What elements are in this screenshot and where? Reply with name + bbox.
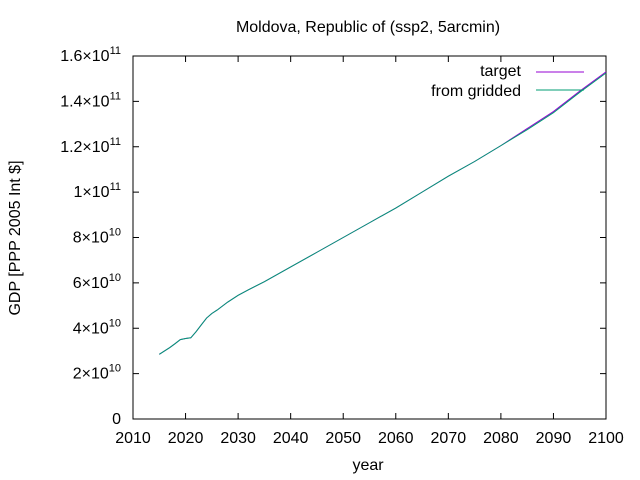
series-layer <box>159 71 607 355</box>
y-tick-mantissa: 1.2×10 <box>60 139 109 156</box>
x-tick-label: 2070 <box>431 430 467 447</box>
x-tick-label: 2100 <box>588 430 624 447</box>
series-line-from-gridded <box>159 72 607 355</box>
y-axis-ticks: 02×10104×10106×10108×10101×10111.2×10111… <box>60 45 606 428</box>
series-line-target <box>159 71 607 355</box>
plot-frame <box>132 55 607 420</box>
x-tick-label: 2030 <box>220 430 256 447</box>
y-tick-exponent: 11 <box>110 181 121 193</box>
x-tick-label: 2090 <box>536 430 572 447</box>
legend-label-from-gridded: from gridded <box>431 83 521 100</box>
y-tick-exponent: 10 <box>109 272 121 284</box>
y-tick-mantissa: 4×10 <box>73 320 109 337</box>
y-tick-label: 6×1010 <box>73 272 121 292</box>
x-tick-label: 2040 <box>273 430 309 447</box>
y-tick-label: 2×1010 <box>73 363 121 383</box>
x-tick-label: 2010 <box>115 430 151 447</box>
x-tick-label: 2080 <box>483 430 519 447</box>
y-tick-mantissa: 1×10 <box>74 184 110 201</box>
y-axis-title: GDP [PPP 2005 Int $] <box>7 160 24 315</box>
y-tick-label: 1×1011 <box>74 181 121 201</box>
legend: target from gridded <box>431 63 584 100</box>
y-tick-exponent: 11 <box>110 90 121 102</box>
y-tick-mantissa: 1.4×10 <box>60 93 109 110</box>
y-tick-exponent: 11 <box>110 45 121 57</box>
y-tick-label: 8×1010 <box>73 227 121 247</box>
x-tick-label: 2050 <box>325 430 361 447</box>
y-tick-exponent: 10 <box>109 363 121 375</box>
y-tick-mantissa: 0 <box>112 411 121 428</box>
y-tick-mantissa: 8×10 <box>73 230 109 247</box>
chart-title: Moldova, Republic of (ssp2, 5arcmin) <box>236 19 500 36</box>
y-tick-mantissa: 6×10 <box>73 275 109 292</box>
x-tick-label: 2060 <box>378 430 414 447</box>
y-tick-exponent: 10 <box>109 227 121 239</box>
y-tick-label: 0 <box>112 411 121 428</box>
y-tick-mantissa: 2×10 <box>73 366 109 383</box>
y-tick-mantissa: 1.6×10 <box>60 48 109 65</box>
x-axis-ticks: 2010 2020 2030 2040 2050 2060 2070 2080 2090 2100 <box>115 56 624 447</box>
y-tick-label: 1.6×1011 <box>60 45 121 65</box>
legend-item-from-gridded: from gridded <box>431 83 584 100</box>
y-tick-exponent: 10 <box>109 317 121 329</box>
y-tick-label: 1.2×1011 <box>60 136 121 156</box>
y-tick-label: 1.4×1011 <box>60 90 121 110</box>
y-tick-label: 4×1010 <box>73 317 121 337</box>
x-axis-title: year <box>352 457 384 474</box>
legend-label-target: target <box>480 63 521 80</box>
x-tick-label: 2020 <box>168 430 204 447</box>
y-tick-exponent: 11 <box>110 136 121 148</box>
legend-item-target: target <box>480 63 584 80</box>
